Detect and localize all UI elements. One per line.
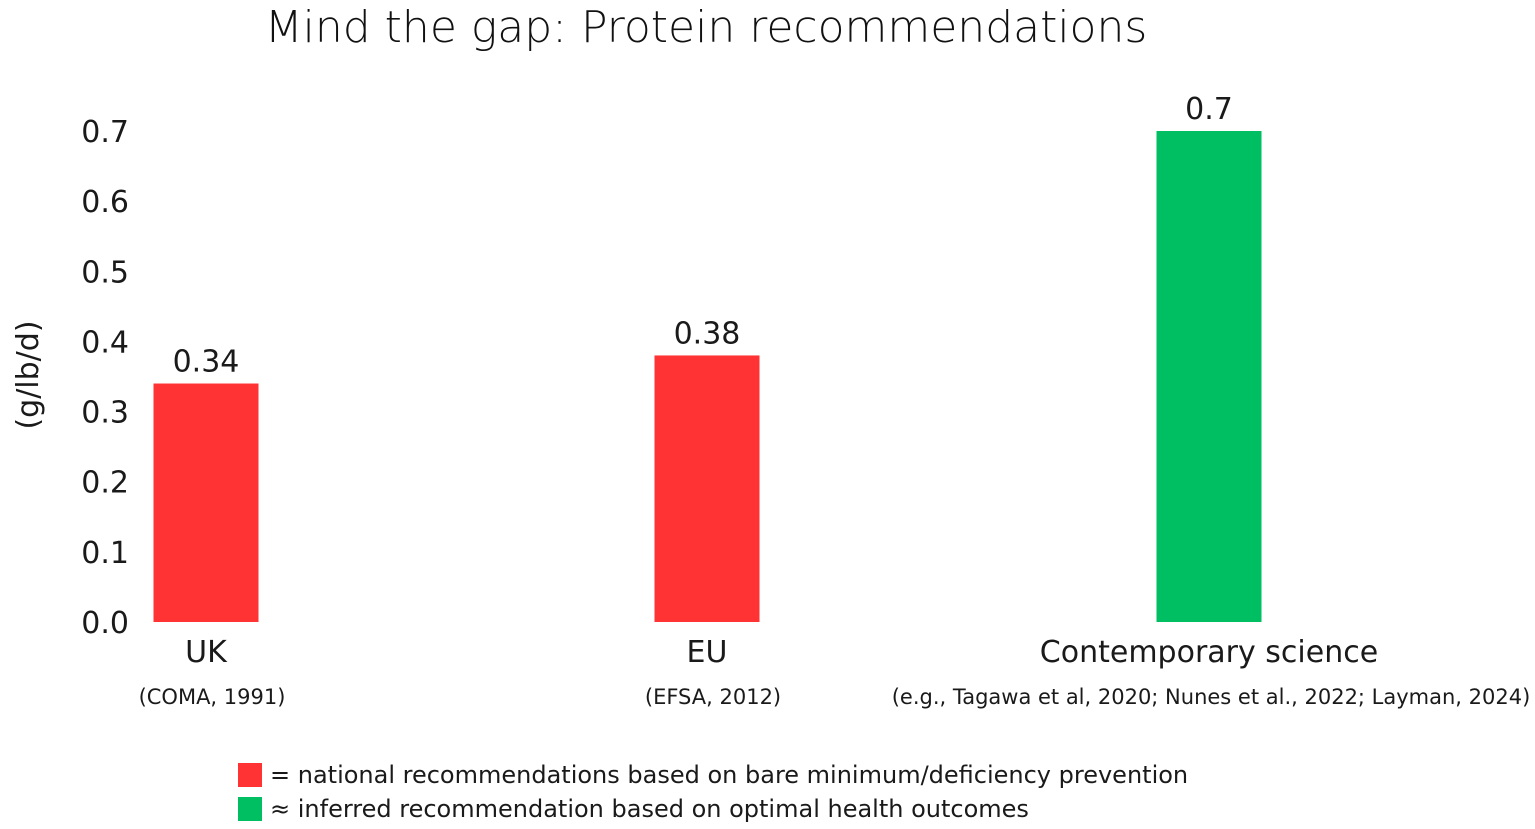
- category-source-label: (EFSA, 2012): [645, 685, 781, 709]
- category-label: Contemporary science: [1040, 635, 1378, 670]
- category-labels-group: UK (COMA, 1991) EU (EFSA, 2012) Contemporary…: [139, 635, 1531, 709]
- y-axis-label: (g/lb/d): [11, 320, 46, 429]
- legend-entry-text: = national recommendations based on bare…: [270, 761, 1188, 789]
- y-tick-label: 0.6: [81, 185, 129, 220]
- y-tick-label: 0.3: [81, 396, 129, 431]
- category-label: EU: [687, 635, 728, 670]
- y-tick-label: 0.4: [81, 325, 129, 360]
- bar-value-label: 0.34: [173, 345, 240, 380]
- bar-eu: [654, 355, 760, 622]
- bar-value-label: 0.38: [674, 316, 741, 351]
- legend: = national recommendations based on bare…: [238, 761, 1188, 823]
- y-tick-label: 0.1: [81, 536, 129, 571]
- bars-group: [153, 131, 1262, 622]
- legend-swatch: [238, 797, 262, 821]
- bar-value-label: 0.7: [1185, 92, 1233, 127]
- y-tick-label: 0.7: [81, 115, 129, 150]
- y-tick-label: 0.0: [81, 606, 129, 641]
- legend-entry-text: ≈ inferred recommendation based on optim…: [270, 795, 1029, 823]
- bar-contemporary-science: [1156, 131, 1262, 622]
- category-source-label: (COMA, 1991): [139, 685, 286, 709]
- category-source-label: (e.g., Tagawa et al, 2020; Nunes et al.,…: [892, 685, 1531, 709]
- y-tick-label: 0.5: [81, 255, 129, 290]
- chart-title: Mind the gap: Protein recommendations: [265, 2, 1148, 53]
- legend-swatch: [238, 763, 262, 787]
- value-labels-group: 0.34 0.38 0.7: [173, 92, 1233, 380]
- bar-uk: [153, 383, 259, 622]
- y-axis-ticks: 0.0 0.1 0.2 0.3 0.4 0.5 0.6 0.7: [81, 115, 129, 641]
- y-tick-label: 0.2: [81, 466, 129, 501]
- category-label: UK: [185, 635, 228, 670]
